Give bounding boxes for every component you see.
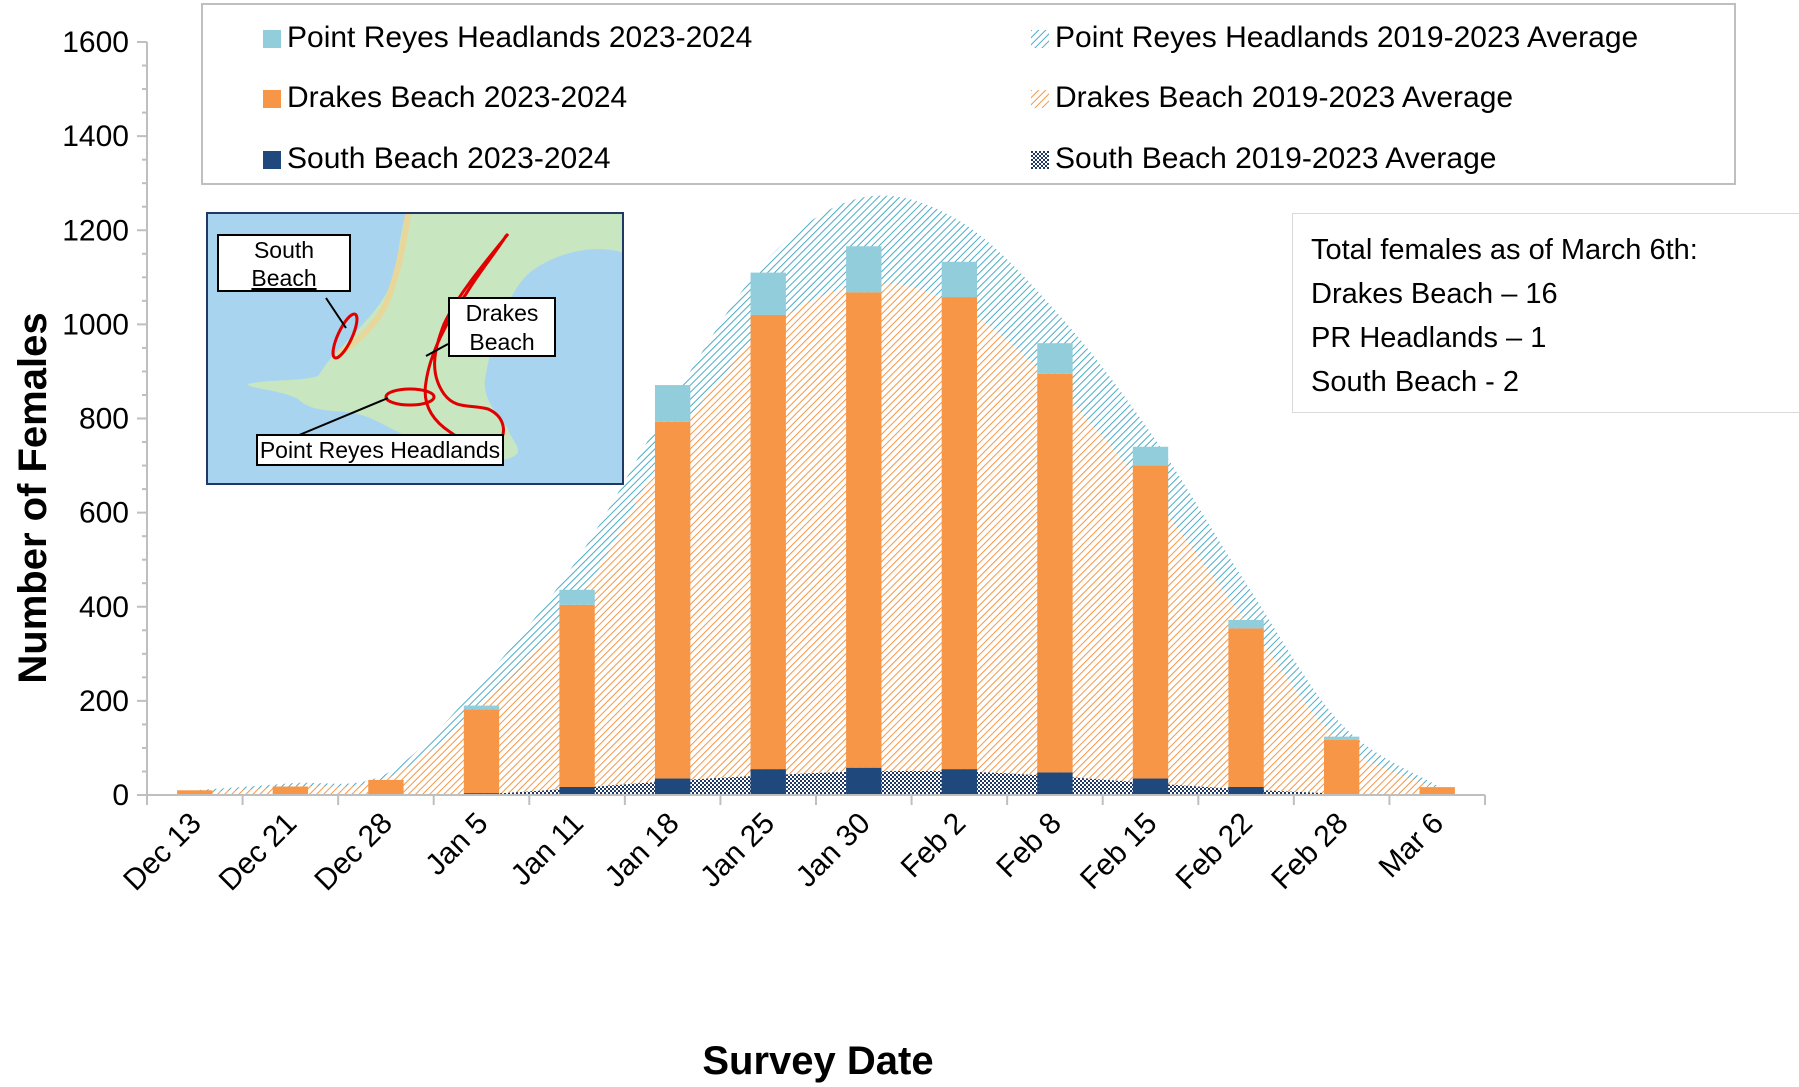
map-label-line: Drakes xyxy=(465,300,539,326)
legend-label: South Beach 2023-2024 xyxy=(287,142,611,175)
bar-prh xyxy=(846,246,882,293)
annotation-line: South Beach - 2 xyxy=(1311,366,1519,398)
legend-swatch xyxy=(263,30,281,48)
bar-prh xyxy=(654,385,691,422)
map-label-line: Beach xyxy=(469,329,535,355)
land-ridge xyxy=(336,214,411,357)
x-tick-label: Jan 11 xyxy=(505,807,590,892)
chart-legend: Point Reyes Headlands 2023-2024 Drakes B… xyxy=(201,3,1736,185)
legend-swatch xyxy=(263,90,281,108)
annotation-line: Total females as of March 6th: xyxy=(1311,234,1698,266)
area-drakes-average xyxy=(194,283,1438,795)
x-tick-label: Dec 13 xyxy=(117,807,208,898)
bar-drakes-beach xyxy=(1037,373,1073,773)
map-label-line: Beach xyxy=(251,265,317,291)
annotation-line: Drakes Beach – 16 xyxy=(1311,278,1558,310)
bar-prh xyxy=(463,705,500,710)
bar-prh xyxy=(941,261,978,298)
y-tick-label: 800 xyxy=(79,403,129,436)
bar-prh xyxy=(1037,343,1073,374)
x-tick-label: Feb 28 xyxy=(1265,807,1354,896)
x-axis-title: Survey Date xyxy=(702,1039,933,1083)
totals-annotation: Total females as of March 6th: Drakes Be… xyxy=(1292,213,1799,413)
y-tick-label: 1200 xyxy=(62,214,129,247)
bar-drakes-beach xyxy=(1228,628,1264,787)
x-tick-label: Feb 22 xyxy=(1170,807,1259,896)
y-tick-label: 200 xyxy=(79,685,129,718)
bar-south-beach xyxy=(1132,778,1169,795)
y-tick-label: 400 xyxy=(79,591,129,624)
map-label-south-beach: South Beach xyxy=(217,234,351,292)
legend-item-south-average: South Beach 2019-2023 Average xyxy=(1031,142,1496,176)
legend-swatch xyxy=(263,151,281,169)
x-tick-label: Feb 8 xyxy=(990,807,1068,885)
y-tick-label: 1000 xyxy=(62,308,129,341)
legend-label: Point Reyes Headlands 2019-2023 Average xyxy=(1055,21,1639,54)
x-tick-label: Jan 18 xyxy=(599,807,686,894)
legend-item-drakes-current: Drakes Beach 2023-2024 xyxy=(263,81,627,115)
legend-label: South Beach 2019-2023 Average xyxy=(1055,142,1497,175)
bar-prh xyxy=(750,272,786,315)
land-mass xyxy=(248,214,622,460)
y-tick-label: 1600 xyxy=(62,26,129,59)
outline-headlands xyxy=(384,387,436,407)
x-tick-label: Feb 15 xyxy=(1074,807,1163,896)
bar-south-beach xyxy=(559,786,595,795)
x-tick-label: Jan 5 xyxy=(419,807,494,882)
area-south-average xyxy=(194,770,1438,796)
outline-south-beach xyxy=(331,312,359,360)
inset-map: South Beach Drakes Beach Point Reyes Hea… xyxy=(206,212,624,485)
y-tick-label: 0 xyxy=(112,779,129,812)
legend-label: Drakes Beach 2019-2023 Average xyxy=(1055,81,1514,114)
bar-south-beach xyxy=(846,767,882,795)
x-tick-label: Jan 25 xyxy=(694,807,781,894)
bar-south-beach xyxy=(654,778,691,795)
y-axis-title: Number of Females xyxy=(11,312,55,683)
bar-drakes-beach xyxy=(1419,787,1455,795)
legend-label: Point Reyes Headlands 2023-2024 xyxy=(287,21,753,54)
annotation-line: PR Headlands – 1 xyxy=(1311,322,1547,354)
bar-prh xyxy=(1228,619,1264,629)
legend-swatch xyxy=(1031,90,1049,108)
bar-prh xyxy=(1132,446,1169,466)
map-label-headlands: Point Reyes Headlands xyxy=(256,434,504,466)
bar-drakes-beach xyxy=(750,314,786,770)
bar-south-beach xyxy=(941,769,978,795)
map-label-drakes-beach: Drakes Beach xyxy=(448,297,556,357)
bar-drakes-beach xyxy=(368,779,404,795)
average-areas xyxy=(194,195,1438,796)
bars-2023-2024 xyxy=(177,246,1455,795)
x-tick-label: Jan 30 xyxy=(790,807,877,894)
bar-drakes-beach xyxy=(941,297,978,770)
bar-drakes-beach xyxy=(177,790,213,795)
x-tick-label: Dec 21 xyxy=(213,807,304,898)
bar-south-beach xyxy=(750,769,786,795)
legend-label: Drakes Beach 2023-2024 xyxy=(287,81,628,114)
legend-item-prh-average: Point Reyes Headlands 2019-2023 Average xyxy=(1031,21,1638,55)
x-tick-label: Feb 2 xyxy=(895,807,973,885)
bar-south-beach xyxy=(1037,772,1073,795)
bar-south-beach xyxy=(1228,786,1264,795)
bar-drakes-beach xyxy=(559,604,595,787)
legend-swatch xyxy=(1031,151,1049,169)
map-label-line: South xyxy=(253,237,315,263)
bar-prh xyxy=(1323,736,1360,740)
bar-drakes-beach xyxy=(654,421,691,779)
y-tick-label: 600 xyxy=(79,497,129,530)
legend-item-drakes-average: Drakes Beach 2019-2023 Average xyxy=(1031,81,1513,115)
bar-drakes-beach xyxy=(1323,739,1360,795)
x-tick-label: Dec 28 xyxy=(308,807,399,898)
bar-drakes-beach xyxy=(272,786,309,795)
legend-item-south-current: South Beach 2023-2024 xyxy=(263,142,611,176)
bar-drakes-beach xyxy=(846,292,882,768)
bar-drakes-beach xyxy=(1132,465,1169,779)
y-tick-label: 1400 xyxy=(62,120,129,153)
legend-item-prh-current: Point Reyes Headlands 2023-2024 xyxy=(263,21,752,55)
x-tick-label: Mar 6 xyxy=(1373,807,1451,885)
legend-swatch xyxy=(1031,30,1049,48)
bar-drakes-beach xyxy=(463,709,500,794)
bar-prh xyxy=(559,589,595,605)
